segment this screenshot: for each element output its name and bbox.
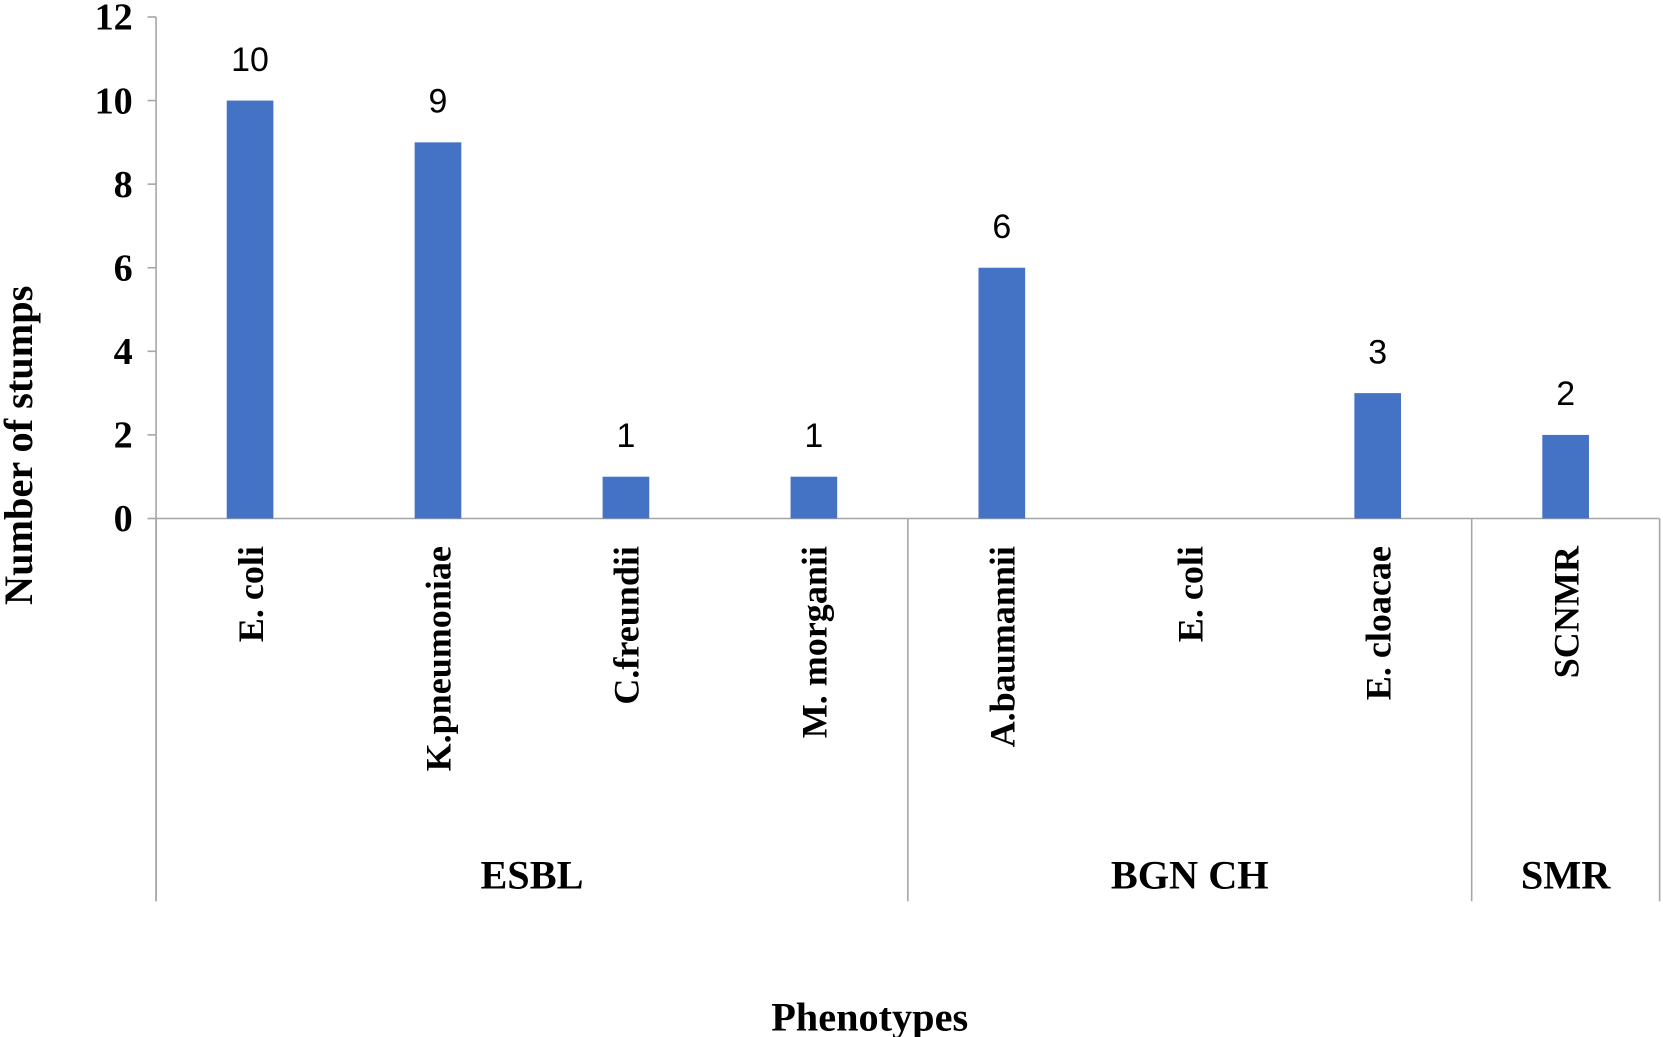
group-labels: ESBL BGN CH SMR [155,518,1661,902]
category-label: E. coli [231,546,271,642]
data-label: 1 [616,417,635,455]
y-tick-label: 6 [114,247,133,289]
bar [414,142,462,519]
data-labels: 10 9 1 1 6 3 2 [231,41,1575,455]
category-label: SCNMR [1546,545,1586,678]
bar [978,267,1026,519]
data-label: 6 [992,208,1011,246]
category-label: E. coli [1170,546,1210,642]
category-label: K.pneumoniae [419,546,459,771]
data-label: 10 [231,41,269,79]
group-label: SMR [1521,853,1611,898]
y-tick-label: 8 [114,164,133,206]
data-label: 2 [1556,375,1575,413]
data-label: 3 [1368,333,1387,371]
group-label: ESBL [480,853,583,898]
x-axis-title: Phenotypes [771,995,968,1037]
data-label: 9 [429,83,448,121]
y-tick-label: 2 [114,415,133,457]
bar [602,476,650,519]
bars [226,100,1589,519]
y-tick-label: 10 [95,80,133,122]
bar [790,476,838,519]
y-axis-ticks: 0 2 4 6 8 10 12 [95,0,157,540]
bar [1542,434,1589,519]
y-axis-title: Number of stumps [0,286,41,605]
category-label: A.baumannii [983,546,1023,747]
data-label: 1 [804,417,823,455]
group-label: BGN CH [1111,853,1269,898]
category-label: E. cloacae [1358,546,1398,700]
y-tick-label: 0 [114,498,133,540]
y-tick-label: 4 [114,331,133,373]
category-label: C.freundii [607,546,647,705]
y-tick-label: 12 [95,0,133,39]
category-labels: E. coli K.pneumoniae C.freundii M. morganii… [231,545,1587,771]
category-label: M. morganii [795,546,835,738]
bar [226,100,274,519]
bar [1354,393,1402,519]
